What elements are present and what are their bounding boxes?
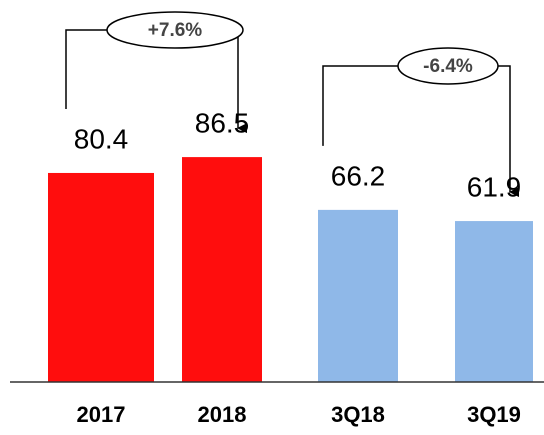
annotation-bracket [65,29,107,109]
bar [182,157,262,382]
x-tick-label: 3Q19 [467,402,521,427]
annotation-text: +7.6% [148,20,203,41]
x-tick-label: 2018 [198,402,247,427]
annotation-text: -6.4% [423,56,473,77]
value-label: 61.9 [467,171,522,202]
value-label: 86.5 [195,107,250,138]
value-label: 80.4 [74,123,129,154]
value-label: 66.2 [331,160,386,191]
annotation-bubble [397,47,499,85]
x-tick-label: 2017 [77,402,126,427]
bar [48,172,154,382]
annotation-bracket [322,65,398,146]
bar [455,221,533,382]
annotation-bubble [106,11,244,49]
bar [318,209,398,382]
annotation-arrow [498,65,519,198]
x-tick-label: 3Q18 [331,402,385,427]
